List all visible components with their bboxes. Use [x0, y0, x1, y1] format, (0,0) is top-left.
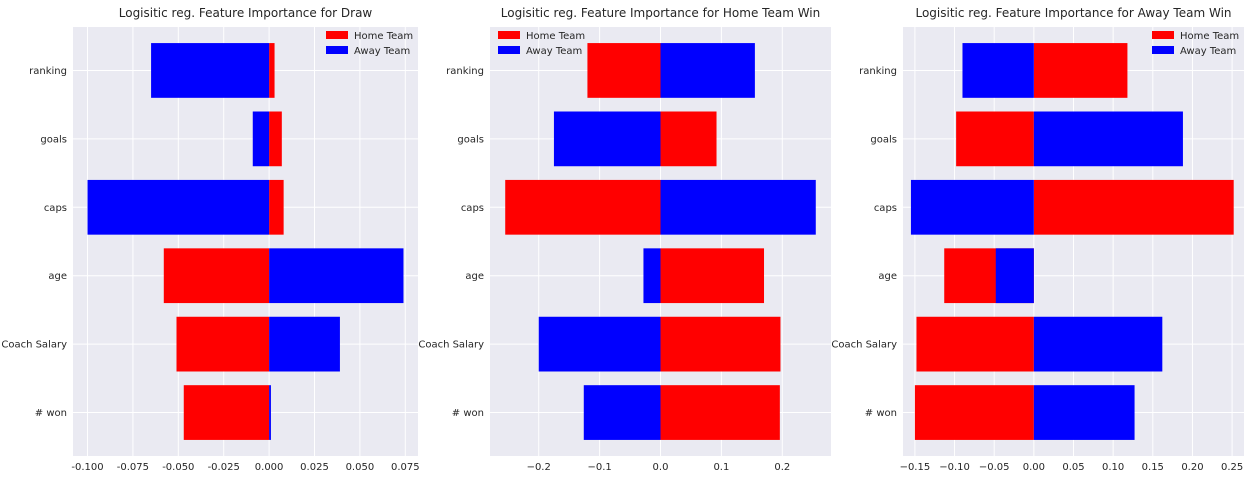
- bar-home-4: [916, 316, 1034, 372]
- legend-label-away: Away Team: [526, 46, 582, 57]
- bar-away-4: [538, 316, 661, 372]
- bar-away-1: [1033, 111, 1183, 167]
- chart-title: Logisitic reg. Feature Importance for Aw…: [915, 6, 1231, 20]
- bar-away-0: [962, 43, 1034, 98]
- legend-swatch-home: [498, 31, 520, 39]
- x-tick-label: -0.050: [162, 462, 194, 473]
- x-tick-label: 0.25: [1221, 462, 1243, 473]
- x-tick-label: −0.15: [900, 462, 931, 473]
- legend: Home Team Away Team: [498, 31, 585, 57]
- bar-away-3: [995, 248, 1034, 304]
- bar-home-2: [505, 179, 661, 235]
- x-tick-label: 0.050: [346, 462, 375, 473]
- bar-away-2: [660, 179, 816, 235]
- legend: Home Team Away Team: [1152, 31, 1239, 57]
- bar-away-3: [269, 248, 404, 304]
- x-tick-label: 0.000: [255, 462, 284, 473]
- legend-swatch-away: [498, 46, 520, 54]
- chart-draw: ranking goals caps age Coach Salary # won -0.…: [1, 6, 419, 473]
- x-tick-label: −0.1: [587, 462, 611, 473]
- y-tick-label: # won: [452, 408, 484, 419]
- bar-home-3: [163, 248, 270, 304]
- y-tick-label: ranking: [446, 66, 484, 77]
- bar-home-1: [956, 111, 1034, 167]
- legend-label-away: Away Team: [354, 46, 410, 57]
- legend-label-home: Home Team: [1180, 31, 1239, 42]
- y-tick-label: caps: [44, 203, 67, 214]
- bar-home-1: [269, 111, 282, 167]
- bar-home-1: [660, 111, 717, 167]
- y-tick-label: age: [48, 271, 67, 282]
- bar-away-4: [269, 316, 340, 372]
- y-tick-label: Coach Salary: [831, 340, 897, 351]
- legend-swatch-away: [1152, 46, 1174, 54]
- y-tick-label: age: [465, 271, 484, 282]
- y-tick-label: Coach Salary: [418, 340, 484, 351]
- bar-away-5: [583, 385, 661, 440]
- legend-swatch-home: [1152, 31, 1174, 39]
- bar-home-0: [587, 43, 661, 98]
- x-tick-label: 0.1: [713, 462, 729, 473]
- bar-home-2: [1033, 179, 1234, 235]
- x-tick-label: −0.10: [939, 462, 970, 473]
- x-tick-label: -0.100: [71, 462, 103, 473]
- x-tick-label: −0.05: [979, 462, 1010, 473]
- legend-label-home: Home Team: [354, 31, 413, 42]
- y-tick-label: age: [878, 271, 897, 282]
- legend-label-home: Home Team: [526, 31, 585, 42]
- y-tick-label: caps: [874, 203, 897, 214]
- legend: Home Team Away Team: [326, 31, 413, 57]
- bar-away-2: [87, 179, 270, 235]
- x-tick-label: -0.075: [117, 462, 149, 473]
- x-tick-label: 0.2: [774, 462, 790, 473]
- plot-area: [73, 27, 418, 456]
- legend-swatch-home: [326, 31, 348, 39]
- bar-away-3: [643, 248, 661, 304]
- y-tick-label: goals: [40, 134, 67, 145]
- bar-home-0: [269, 43, 275, 98]
- y-tick-label: ranking: [859, 66, 897, 77]
- x-tick-label: −0.2: [527, 462, 551, 473]
- x-tick-label: 0.10: [1102, 462, 1124, 473]
- y-tick-label: ranking: [29, 66, 67, 77]
- legend-label-away: Away Team: [1180, 46, 1236, 57]
- bar-away-2: [910, 179, 1034, 235]
- y-tick-label: goals: [870, 134, 897, 145]
- x-tick-label: 0.0: [653, 462, 669, 473]
- y-tick-label: # won: [865, 408, 897, 419]
- y-tick-label: # won: [35, 408, 67, 419]
- bar-home-2: [269, 179, 284, 235]
- bar-home-0: [1033, 43, 1128, 98]
- bar-away-5: [1033, 385, 1135, 440]
- x-tick-label: 0.15: [1142, 462, 1164, 473]
- bar-away-0: [660, 43, 755, 98]
- chart-home-win: ranking goals caps age Coach Salary # won −0.…: [418, 6, 831, 473]
- bar-away-5: [269, 385, 271, 440]
- y-tick-label: Coach Salary: [1, 340, 67, 351]
- chart-title: Logisitic reg. Feature Importance for Dr…: [119, 6, 373, 20]
- bar-away-1: [553, 111, 661, 167]
- bar-home-4: [176, 316, 270, 372]
- bar-home-4: [660, 316, 781, 372]
- legend-swatch-away: [326, 46, 348, 54]
- bar-away-0: [151, 43, 270, 98]
- x-tick-label: 0.20: [1181, 462, 1203, 473]
- chart-away-win: ranking goals caps age Coach Salary # won −0.…: [831, 6, 1244, 473]
- x-tick-label: 0.075: [391, 462, 420, 473]
- y-tick-label: caps: [461, 203, 484, 214]
- bar-home-3: [660, 248, 765, 304]
- y-tick-label: goals: [457, 134, 484, 145]
- chart-title: Logisitic reg. Feature Importance for Ho…: [501, 6, 820, 20]
- bar-away-4: [1033, 316, 1163, 372]
- x-tick-label: 0.00: [1023, 462, 1045, 473]
- x-tick-label: 0.05: [1062, 462, 1084, 473]
- bar-home-5: [914, 385, 1034, 440]
- x-tick-label: 0.025: [300, 462, 329, 473]
- bar-home-5: [660, 385, 780, 440]
- x-tick-label: -0.025: [208, 462, 240, 473]
- bar-home-5: [183, 385, 270, 440]
- bar-away-1: [252, 111, 270, 167]
